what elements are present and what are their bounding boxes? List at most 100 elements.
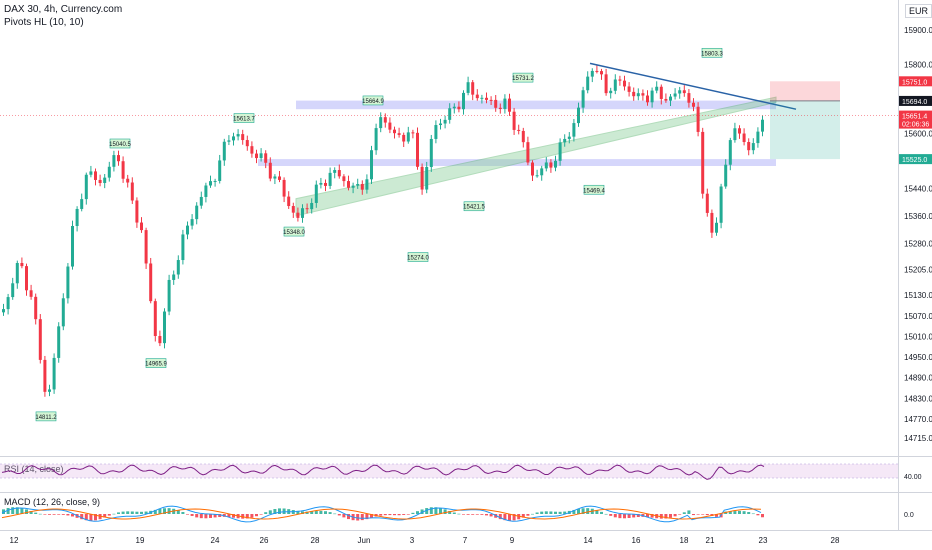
candle-up [379, 112, 383, 133]
candle-down [98, 174, 102, 187]
candle-body [241, 134, 245, 141]
macd-histogram-bar [181, 511, 185, 514]
candle-body [43, 359, 47, 392]
macd-histogram-bar [466, 514, 470, 515]
macd-histogram-bar [186, 514, 189, 515]
candle-down [475, 89, 479, 101]
candle-body [98, 179, 102, 184]
candle-body [544, 162, 548, 169]
candle-up [480, 94, 484, 104]
macd-histogram-bar [448, 510, 452, 514]
macd-histogram-bar [319, 510, 323, 514]
candle-down [135, 197, 139, 228]
macd-histogram-bar [738, 510, 741, 514]
candle-body [756, 131, 760, 144]
candle-body [268, 162, 272, 179]
macd-histogram-bar [296, 510, 300, 514]
candle-up [2, 303, 5, 316]
candle-down [549, 159, 553, 173]
candle-down [498, 103, 502, 114]
candle-down [393, 126, 396, 139]
macd-histogram-bar [370, 514, 373, 518]
candle-down [38, 314, 42, 364]
candle-body [521, 130, 525, 143]
candle-up [715, 217, 718, 236]
candle-down [701, 127, 705, 199]
candle-body [190, 219, 194, 226]
candle-body [328, 172, 332, 186]
macd-histogram-bar [393, 514, 396, 516]
candle-up [466, 76, 470, 96]
macd-histogram-bar [425, 508, 429, 514]
candle-down [641, 89, 645, 101]
candle-body [646, 95, 649, 103]
price-marker: 15525.0 [899, 154, 932, 165]
macd-histogram-bar [600, 511, 603, 514]
pivot-label-text: 15421.5 [463, 205, 485, 211]
candle-body [370, 150, 373, 180]
candle-down [420, 163, 424, 195]
candle-down [517, 124, 521, 135]
macd-histogram-bar [213, 514, 217, 518]
candle-body [563, 138, 567, 143]
candle-up [356, 178, 360, 189]
indicator-label: Pivots HL (10, 10) [4, 17, 84, 28]
candle-up [365, 174, 369, 194]
candle-body [140, 222, 143, 231]
candle-body [581, 90, 585, 108]
candle-body [411, 132, 415, 134]
candle-up [52, 353, 56, 394]
candle-body [425, 167, 429, 190]
macd-histogram-bar [535, 512, 539, 514]
candle-up [751, 138, 755, 155]
candle-body [613, 79, 617, 91]
candle-body [747, 142, 751, 151]
candle-up [554, 155, 557, 172]
pivot-label-text: 15469.4 [583, 188, 605, 194]
candle-up [563, 134, 567, 147]
macd-histogram-bar [250, 514, 254, 518]
candle-body [130, 182, 134, 201]
candle-up [186, 221, 189, 240]
candle-body [66, 266, 70, 299]
price-tick-label: 14950.0 [904, 353, 932, 362]
macd-histogram-bar [204, 514, 208, 519]
candle-body [181, 234, 185, 261]
candle-body [80, 199, 84, 209]
candle-down [29, 284, 33, 300]
candle-up [218, 154, 222, 184]
candle-body [163, 311, 166, 344]
candle-body [540, 168, 544, 176]
candle-up [669, 93, 672, 107]
macd-histogram-bar [20, 508, 24, 514]
candle-body [356, 184, 360, 186]
price-marker-value: 15694.0 [902, 99, 927, 106]
macd-histogram-bar [255, 514, 258, 517]
macd-histogram-bar [163, 508, 166, 514]
candle-body [558, 142, 562, 161]
candle-up [227, 135, 231, 146]
candle-body [604, 74, 608, 94]
candle-up [75, 206, 79, 232]
macd-histogram-bar [356, 514, 360, 521]
currency-badge[interactable]: EUR [905, 4, 932, 18]
candle-up [195, 202, 199, 225]
candle-up [728, 137, 732, 171]
macd-histogram-bar [512, 514, 516, 521]
macd-histogram-bar [673, 514, 677, 517]
macd-histogram-bar [112, 513, 116, 515]
candle-down [144, 227, 148, 269]
macd-histogram-bar [268, 510, 272, 514]
macd-histogram-bar [618, 514, 622, 519]
pivot-label: 14811.2 [35, 411, 57, 422]
candle-up [213, 178, 217, 187]
candle-body [379, 117, 383, 129]
macd-histogram-bar [34, 512, 38, 514]
pivot-label-box [145, 358, 167, 368]
candle-down [747, 138, 751, 156]
macd-histogram-bar [365, 514, 369, 520]
macd-histogram-bar [549, 511, 553, 514]
macd-histogram-bar [664, 514, 668, 519]
candle-down [245, 135, 249, 151]
